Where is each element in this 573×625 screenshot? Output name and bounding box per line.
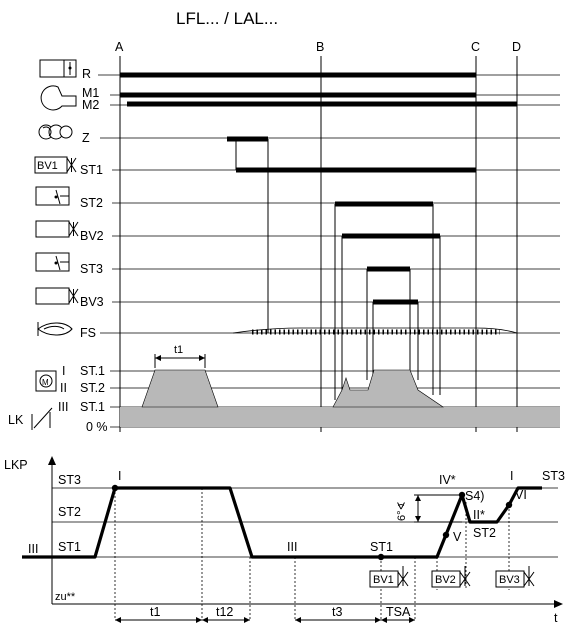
row-label-st3: ST3 [80, 262, 103, 276]
time-dimensions [115, 617, 415, 623]
row-label-bv2: BV2 [80, 229, 104, 243]
dim-tsa: TSA [386, 605, 411, 619]
valve-bv2-label: BV2 [435, 574, 456, 586]
ignition-transformer-icon [38, 124, 73, 140]
row-label-st2: ST2 [80, 196, 103, 210]
bv1-valve-icon: BV1 [34, 156, 77, 174]
actuator-roman-2: II [60, 381, 67, 395]
row-label-r: R [82, 67, 91, 81]
base-load-band [120, 407, 560, 427]
bv1-icon-label: BV1 [37, 160, 58, 172]
lkp-axis-label: LKP [4, 458, 28, 472]
t-axis-label: t [554, 611, 558, 625]
marker-a: A [115, 40, 124, 54]
dim-t12: t12 [216, 605, 233, 619]
label-st2-right: ST2 [473, 526, 496, 540]
level-st3-left: ST3 [58, 473, 81, 487]
t1-label-upper: t1 [174, 344, 183, 356]
point-i [111, 484, 119, 492]
marker-c: C [471, 40, 480, 54]
row-label-m1: M1 [82, 86, 99, 100]
lkp-curve [22, 486, 542, 559]
air-damper-label: LK [8, 413, 24, 427]
label-vi: VI [515, 488, 527, 502]
dim-t1: t1 [150, 605, 160, 619]
valve-bv3-lower [495, 566, 535, 588]
marker-lines [119, 56, 518, 432]
label-iv: IV* [439, 473, 456, 487]
closed-label: zu** [55, 591, 76, 603]
level-iii-left: III [28, 542, 38, 556]
relay-icon [39, 59, 77, 78]
label-ii: II* [473, 508, 485, 522]
time-guides [114, 488, 510, 620]
point-vi [505, 501, 513, 509]
st2-switch-icon [35, 186, 70, 206]
label-i-top: I [118, 469, 121, 483]
zero-percent-label: 0 % [86, 420, 108, 434]
angle-label: 6°∢ [396, 501, 408, 521]
actuator-roman-1: I [62, 364, 65, 378]
prepurge-profile [141, 369, 219, 408]
air-damper-icon [31, 407, 53, 430]
flame-signal [232, 327, 518, 335]
label-st3-right: ST3 [542, 469, 565, 483]
row-label-fs: FS [80, 326, 96, 340]
svg-text:M: M [42, 378, 49, 387]
row-label-bv3: BV3 [80, 295, 104, 309]
valve-bv3-label: BV3 [499, 574, 520, 586]
diagram-title: LFL... / LAL... [176, 9, 278, 28]
label-s4: S4) [465, 489, 484, 503]
actuator-label-3: ST.1 [80, 400, 105, 414]
valve-bv2-lower [431, 566, 471, 588]
point-v [442, 531, 450, 539]
actuator-roman-3: III [58, 400, 68, 414]
t1-dimension [154, 354, 206, 368]
row-label-st1: ST1 [80, 163, 103, 177]
actuator-icon: M [35, 370, 57, 392]
valve-bv1-lower [369, 566, 409, 588]
row-label-z: Z [82, 131, 90, 145]
level-st2-left: ST2 [58, 505, 81, 519]
signal-connectors [235, 139, 441, 400]
actuator-label-1: ST.1 [80, 364, 105, 378]
dim-t3: t3 [332, 605, 342, 619]
marker-d: D [512, 40, 521, 54]
label-st1-mid: ST1 [370, 540, 393, 554]
point-st1 [377, 553, 385, 561]
angle-indicator [414, 494, 462, 523]
label-iii-mid: III [287, 540, 297, 554]
level-st1-left: ST1 [58, 540, 81, 554]
bv3-valve-icon [35, 287, 79, 305]
flame-icon [37, 322, 73, 336]
lkp-axis [48, 456, 563, 608]
st3-switch-icon [35, 252, 70, 272]
marker-b: B [316, 40, 324, 54]
firing-profile [332, 369, 444, 408]
bv2-valve-icon [35, 220, 79, 238]
label-v: V [453, 530, 462, 544]
label-i-right: I [510, 469, 513, 483]
row-label-m2: M2 [82, 98, 99, 112]
motor-icon [40, 85, 77, 111]
valve-bv1-label: BV1 [373, 574, 394, 586]
actuator-label-2: ST.2 [80, 381, 105, 395]
